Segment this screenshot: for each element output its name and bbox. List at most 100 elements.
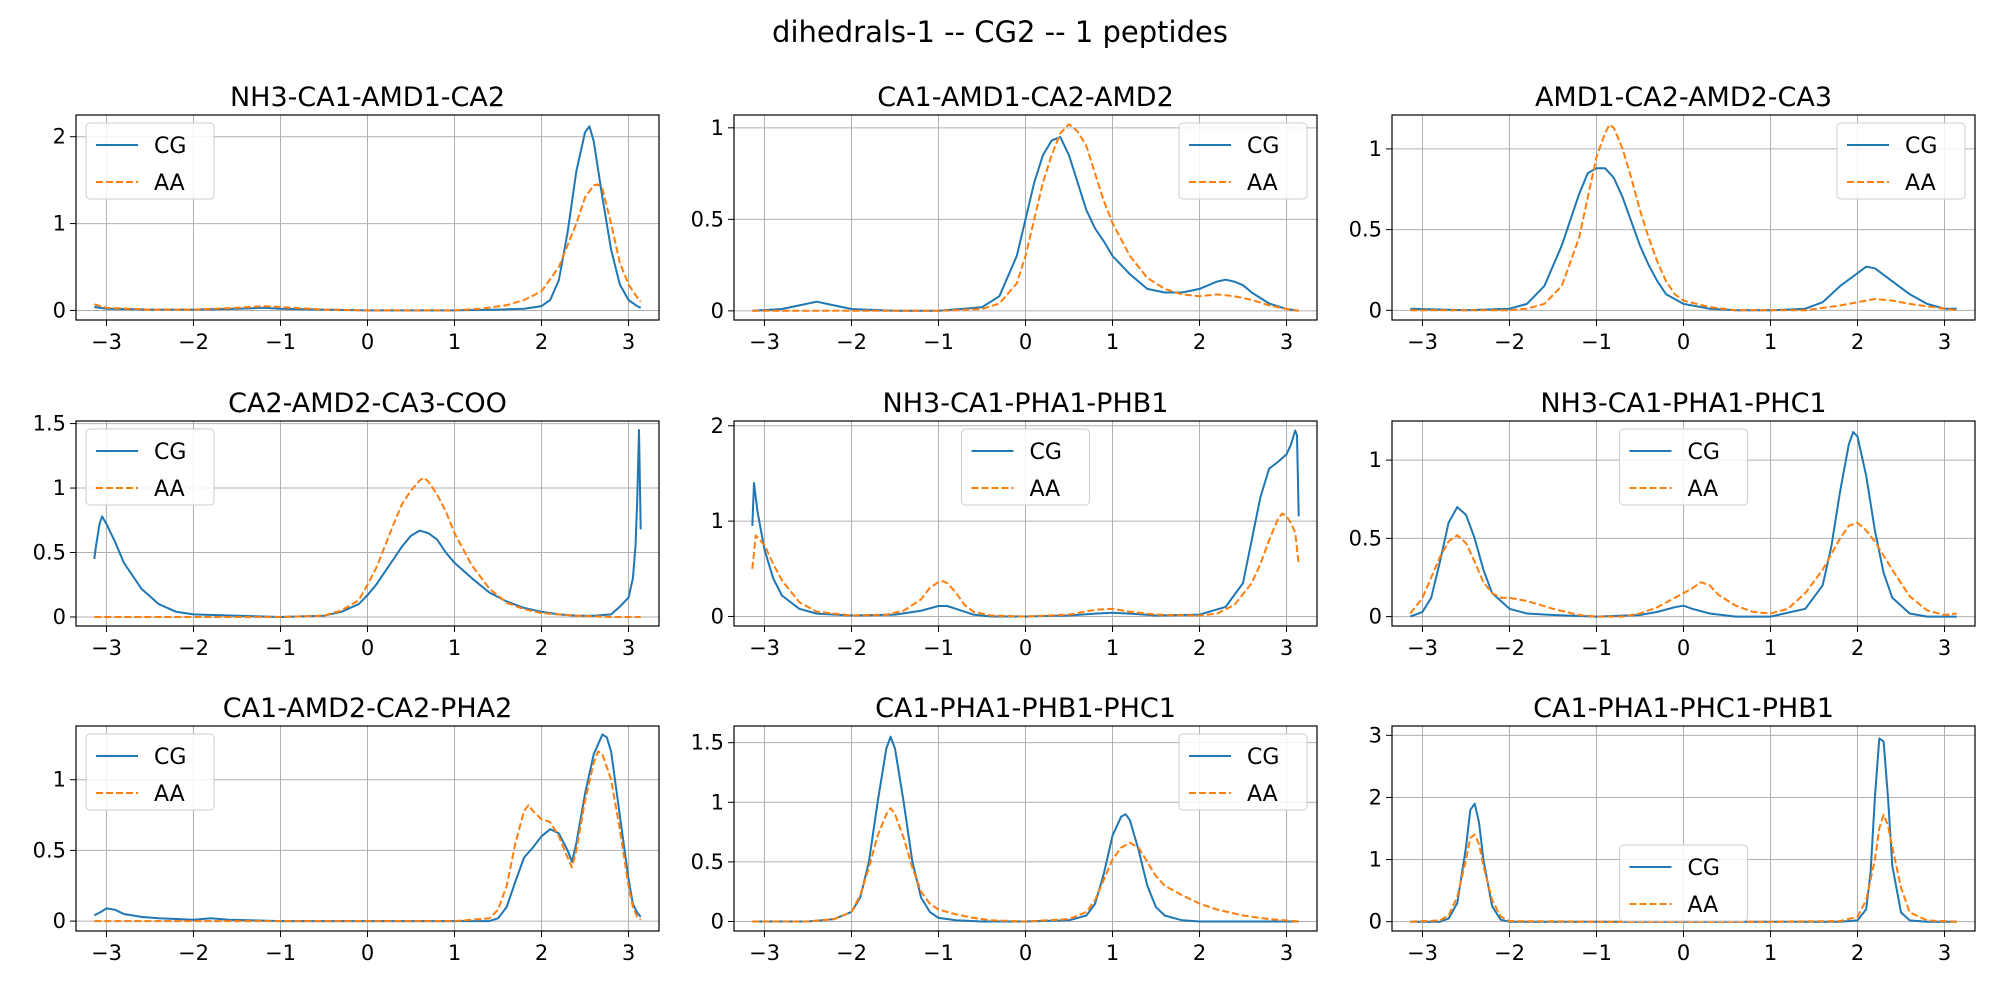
- y-tick-label: 1: [1369, 848, 1382, 872]
- subplot-3: −3 −2 −1 0 1 2 3 0 0.5 1 AMD1-CA2-AMD2-CA3 CG AA: [1349, 82, 1976, 354]
- x-tick-label: −3: [1407, 636, 1438, 660]
- y-tick-label: 1: [1369, 137, 1382, 161]
- x-tick-label: −1: [1581, 330, 1612, 354]
- y-tick-label: 1: [53, 476, 66, 500]
- x-tick-label: −3: [749, 941, 780, 965]
- x-tick-label: −2: [836, 330, 867, 354]
- x-tick-label: −3: [91, 941, 122, 965]
- legend-frame: [1619, 844, 1748, 922]
- legend-label: AA: [154, 782, 185, 807]
- legend-frame: [85, 122, 215, 200]
- legend-frame: [85, 733, 215, 811]
- x-tick-label: −1: [1581, 941, 1612, 965]
- x-tick-label: −1: [265, 330, 296, 354]
- legend-label: AA: [1030, 477, 1061, 502]
- y-tick-label: 0: [711, 299, 724, 323]
- legend-label: CG: [154, 745, 186, 770]
- x-tick-label: −2: [1494, 330, 1525, 354]
- y-tick-label: 3: [1369, 723, 1382, 747]
- x-tick-label: −2: [1494, 636, 1525, 660]
- y-tick-label: 1: [711, 790, 724, 814]
- y-tick-label: 1.5: [33, 412, 66, 436]
- subplot-title: AMD1-CA2-AMD2-CA3: [1535, 82, 1832, 113]
- y-tick-label: 0.5: [1349, 218, 1382, 242]
- y-tick-label: 0: [53, 909, 66, 933]
- x-tick-label: 2: [1193, 330, 1206, 354]
- y-tick-label: 1.5: [691, 731, 724, 755]
- legend: CG AA: [85, 428, 215, 506]
- legend-label: AA: [1247, 171, 1278, 196]
- x-tick-label: 2: [535, 330, 548, 354]
- series-line-aa: [1410, 813, 1957, 923]
- y-tick-label: 2: [53, 125, 66, 149]
- y-tick-label: 0: [53, 605, 66, 629]
- legend-label: CG: [1247, 134, 1279, 159]
- x-tick-label: −1: [265, 941, 296, 965]
- subplot-title: CA1-AMD2-CA2-PHA2: [223, 693, 513, 724]
- x-tick-label: −2: [836, 941, 867, 965]
- y-tick-label: 0: [1369, 910, 1382, 934]
- legend-frame: [961, 428, 1090, 506]
- x-tick-label: 3: [622, 941, 635, 965]
- x-tick-label: −3: [91, 636, 122, 660]
- legend-label: CG: [1905, 134, 1937, 159]
- x-tick-label: 0: [361, 636, 374, 660]
- y-tick-label: 0.5: [1349, 526, 1382, 550]
- x-tick-label: 3: [1938, 941, 1951, 965]
- x-tick-label: 1: [448, 941, 461, 965]
- x-tick-label: 1: [448, 330, 461, 354]
- series-line-aa: [752, 807, 1299, 923]
- x-tick-label: 1: [1764, 941, 1777, 965]
- legend: CG AA: [85, 733, 215, 811]
- x-tick-label: −1: [923, 941, 954, 965]
- x-tick-label: 2: [1851, 941, 1864, 965]
- subplot-5: −3 −2 −1 0 1 2 3 0 1 2 NH3-CA1-PHA1-PHB1 CG AA: [711, 388, 1318, 660]
- x-tick-label: 3: [1938, 330, 1951, 354]
- x-tick-label: 2: [1851, 330, 1864, 354]
- x-tick-label: −1: [265, 636, 296, 660]
- x-tick-label: 3: [1280, 941, 1293, 965]
- series-line-cg: [94, 125, 642, 312]
- legend: CG AA: [85, 122, 215, 200]
- subplot-title: NH3-CA1-PHA1-PHB1: [883, 388, 1169, 419]
- y-tick-label: 2: [711, 414, 724, 438]
- y-tick-label: 0: [711, 909, 724, 933]
- series-line-cg: [1410, 167, 1957, 312]
- y-tick-label: 1: [1369, 448, 1382, 472]
- x-tick-label: 0: [1019, 941, 1032, 965]
- legend-label: AA: [154, 171, 185, 196]
- subplot-title: NH3-CA1-PHA1-PHC1: [1540, 388, 1826, 419]
- y-tick-label: 1: [711, 116, 724, 140]
- legend-label: CG: [1247, 745, 1279, 770]
- x-tick-label: −3: [91, 330, 122, 354]
- x-tick-label: 2: [1851, 636, 1864, 660]
- x-tick-label: 3: [1938, 636, 1951, 660]
- subplot-8: −3 −2 −1 0 1 2 3 0 0.5 1 1.5 CA1-PHA1-PHB1-PHC1 CG AA: [691, 693, 1318, 965]
- legend-frame: [85, 428, 215, 506]
- x-tick-label: 1: [1106, 330, 1119, 354]
- series-line-aa: [751, 512, 1300, 618]
- legend-label: CG: [1688, 440, 1720, 465]
- subplot-7: −3 −2 −1 0 1 2 3 0 0.5 1 CA1-AMD2-CA2-PHA2 CG AA: [33, 693, 660, 965]
- x-tick-label: −2: [178, 636, 209, 660]
- x-tick-label: 3: [1280, 636, 1293, 660]
- legend-label: CG: [1688, 856, 1720, 881]
- series-line-cg: [93, 429, 642, 618]
- y-tick-label: 0: [1369, 298, 1382, 322]
- subplot-9: −3 −2 −1 0 1 2 3 0 1 2 3 CA1-PHA1-PHC1-PHB1 CG AA: [1369, 693, 1976, 965]
- legend: CG AA: [1178, 122, 1308, 200]
- x-tick-label: 3: [622, 330, 635, 354]
- legend-label: CG: [154, 440, 186, 465]
- x-tick-label: 2: [535, 941, 548, 965]
- x-tick-label: −3: [1407, 330, 1438, 354]
- series-line-cg: [751, 429, 1300, 618]
- subplot-title: CA1-PHA1-PHC1-PHB1: [1533, 693, 1834, 724]
- y-tick-label: 0: [711, 604, 724, 628]
- y-tick-label: 0.5: [691, 207, 724, 231]
- series-line-aa: [94, 476, 641, 618]
- legend: CG AA: [1178, 733, 1308, 811]
- x-tick-label: 2: [1193, 941, 1206, 965]
- x-tick-label: −1: [1581, 636, 1612, 660]
- x-tick-label: −3: [1407, 941, 1438, 965]
